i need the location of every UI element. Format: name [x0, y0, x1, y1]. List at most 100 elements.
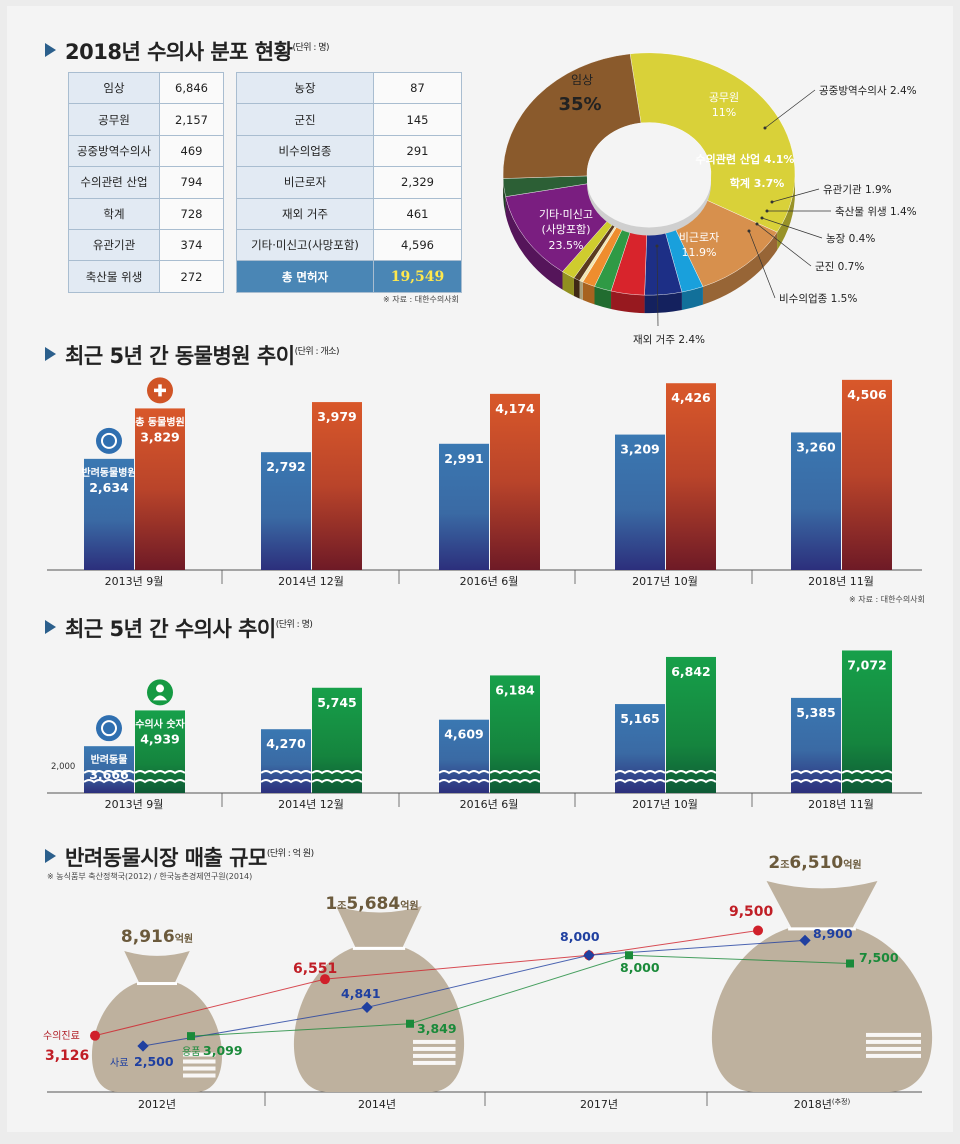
bar — [842, 380, 892, 570]
bar-value-label: 4,426 — [671, 390, 711, 405]
series-name-label: 수의사 숫자 — [135, 717, 185, 730]
bar-value-label: 3,260 — [796, 439, 836, 454]
coin-stack — [413, 1047, 456, 1051]
money-bag-2012 — [92, 951, 222, 1092]
donut-leader-dot — [761, 217, 764, 220]
bar-value-label: 4,270 — [266, 736, 306, 751]
data-point-square — [625, 951, 633, 959]
donut-hole-center — [587, 133, 711, 228]
x-tick-label: 2018년(추정) — [794, 1097, 851, 1111]
data-value-label: 4,841 — [341, 986, 381, 1001]
coin-stack — [866, 1040, 921, 1044]
coin-stack — [866, 1054, 921, 1058]
bar-value-label: 7,072 — [847, 657, 887, 672]
bar-value-label: 4,506 — [847, 387, 887, 402]
data-point-square — [406, 1020, 414, 1028]
bar — [666, 383, 716, 570]
data-value-label: 3,126 — [45, 1048, 89, 1064]
total-2012: 8,916억원 — [121, 927, 193, 947]
donut-slice-label: 공무원 — [709, 91, 739, 104]
data-value-label: 7,500 — [859, 950, 899, 965]
coin-stack — [866, 1033, 921, 1037]
data-value-label: 6,551 — [293, 961, 337, 977]
series-name-label: 용품 — [182, 1046, 200, 1058]
donut-external-label: 유관기관 1.9% — [823, 184, 892, 196]
bar-value-label: 3,666 — [89, 767, 129, 782]
money-bag-body — [712, 927, 932, 1092]
bar-value-label: 3,979 — [317, 409, 357, 424]
x-tick-label: 2018년 11월 — [808, 575, 874, 588]
data-point-circle — [90, 1031, 100, 1041]
money-bag-tie — [353, 947, 405, 950]
total-jo: 조 — [337, 900, 346, 912]
x-tick-label: 2013년 9월 — [105, 575, 164, 588]
bar-value-label: 3,209 — [620, 442, 660, 457]
donut-slice-label: 35% — [558, 94, 601, 115]
total-value: 6,510 — [789, 853, 843, 873]
data-value-label: 2,500 — [134, 1054, 174, 1069]
donut-leader-dot — [748, 230, 751, 233]
series-name-label: 반려동물 — [91, 753, 128, 766]
money-bag-tie — [137, 982, 177, 985]
coin-stack — [183, 1060, 216, 1064]
axis-break-label: 2,000 — [51, 762, 75, 772]
coin-stack — [413, 1040, 456, 1044]
bar-value-label: 3,829 — [140, 429, 180, 444]
data-point-diamond — [583, 950, 594, 961]
bar-value-label: 2,991 — [444, 451, 484, 466]
data-point-square — [187, 1032, 195, 1040]
donut-external-label: 재외 거주 2.4% — [633, 334, 705, 346]
donut-slice-label: 임상 — [571, 73, 593, 87]
dog-icon — [96, 428, 122, 454]
donut-slice-label: 11.9% — [682, 246, 717, 259]
donut-leader-line — [765, 90, 815, 128]
bar-value-label: 5,385 — [796, 705, 836, 720]
donut-slice-label: 학계 3.7% — [730, 176, 785, 190]
x-tick-label: 2014년 12월 — [278, 575, 344, 588]
series-line — [143, 940, 805, 1046]
total-2014: 1조5,684억원 — [325, 894, 418, 914]
donut-slice-label: 11% — [712, 106, 736, 119]
data-value-label: 8,000 — [620, 960, 660, 975]
x-tick-label: 2016년 6월 — [460, 575, 519, 588]
bar-value-label: 4,939 — [140, 731, 180, 746]
donut-leader-dot — [771, 201, 774, 204]
x-tick-label: 2017년 — [580, 1098, 618, 1111]
vet-person-head — [156, 684, 164, 692]
bar-value-label: 2,634 — [89, 480, 129, 495]
donut-leader-dot — [656, 245, 659, 248]
donut-slice-side — [580, 281, 583, 300]
total-jo: 조 — [780, 859, 789, 871]
data-value-label: 9,500 — [729, 904, 774, 920]
data-point-circle — [753, 926, 763, 936]
bar — [312, 402, 362, 570]
coin-stack — [866, 1047, 921, 1051]
bar-value-label: 2,792 — [266, 459, 306, 474]
money-bag-neck — [767, 881, 878, 927]
total-unit: 억원 — [175, 932, 193, 945]
donut-slice-side — [574, 278, 580, 299]
total-value: 8,916 — [121, 927, 175, 947]
series-name-label: 사료 — [110, 1057, 128, 1069]
data-value-label: 3,099 — [203, 1043, 243, 1058]
bar-value-label: 4,609 — [444, 727, 484, 742]
donut-slice-label: (사망포함) — [541, 223, 590, 236]
donut-external-label: 공중방역수의사 2.4% — [819, 85, 917, 97]
money-bag-neck — [124, 951, 190, 982]
donut-external-label: 비수의업종 1.5% — [779, 292, 857, 305]
x-tick-label: 2018년 11월 — [808, 798, 874, 811]
bar-value-label: 5,165 — [620, 711, 660, 726]
data-point-square — [846, 960, 854, 968]
donut-leader-dot — [756, 223, 759, 226]
x-tick-label: 2012년 — [138, 1098, 176, 1111]
donut-external-label: 축산물 위생 1.4% — [835, 205, 917, 218]
series-name-label: 수의진료 — [43, 1030, 80, 1042]
x-tick-label: 2017년 10월 — [632, 798, 698, 811]
series-name-label: 총 동물병원 — [135, 415, 184, 428]
